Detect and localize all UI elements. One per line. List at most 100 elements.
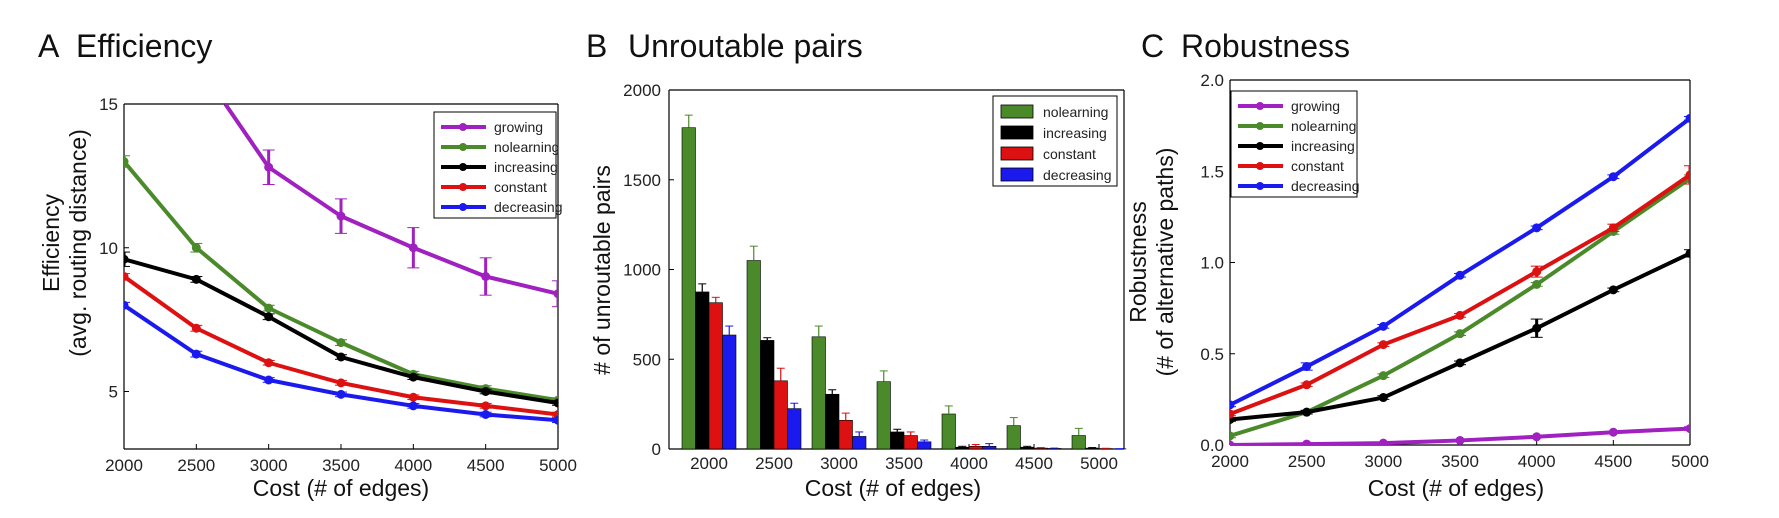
bar-nolearning: [1071, 435, 1086, 450]
series-line-nolearning: [1230, 176, 1690, 438]
data-point-nolearning: [264, 303, 274, 313]
data-point-nolearning: [1230, 431, 1235, 441]
legend-marker-constant: [459, 183, 467, 191]
data-point-growing: [1455, 435, 1465, 445]
y-tick-label: 10: [99, 239, 118, 258]
data-point-constant: [124, 272, 129, 281]
series-line-growing: [223, 104, 558, 296]
data-point-increasing: [191, 274, 201, 284]
x-tick-label: 5000: [1671, 452, 1709, 471]
bar-nolearning: [811, 336, 826, 450]
data-point-increasing: [408, 372, 418, 382]
data-point-growing: [264, 162, 274, 172]
x-tick-label: 4000: [950, 454, 988, 473]
data-point-growing: [1230, 440, 1235, 445]
bar-increasing: [760, 340, 775, 450]
panel-a-efficiency: A Efficiency 2000 2500 3000 3500 4000 4500 500…: [38, 28, 577, 501]
panel-a-ylabel-line2: (avg. routing distance): [65, 129, 91, 357]
bar-decreasing: [852, 436, 867, 450]
data-point-growing: [481, 272, 491, 281]
data-point-constant: [1230, 409, 1235, 419]
legend-label-constant: constant: [1043, 146, 1096, 162]
x-tick-label: 4500: [467, 456, 505, 475]
data-point-constant: [481, 401, 491, 411]
data-point-decreasing: [336, 389, 346, 399]
x-tick-label: 3500: [885, 454, 923, 473]
bar-constant: [903, 435, 918, 450]
bar-nolearning: [876, 381, 891, 450]
panel-a-legend: growing nolearning increasing constant decre…: [433, 111, 563, 219]
panel-c-title: Robustness: [1181, 28, 1350, 64]
x-tick-label: 2000: [105, 456, 143, 475]
data-point-decreasing: [481, 410, 491, 419]
legend-swatch-constant: [1000, 146, 1034, 161]
y-tick-label: 2.0: [1200, 71, 1224, 90]
bar-constant: [968, 446, 983, 450]
legend-swatch-decreasing: [1000, 167, 1034, 182]
bar-increasing: [825, 393, 840, 450]
bar-increasing: [1020, 446, 1035, 450]
y-tick-label: 15: [99, 95, 118, 114]
panel-c-axes: 2000 2500 3000 3500 4000 4500 5000 0.0 0.5 1.0 1.5…: [1200, 71, 1709, 471]
bar-increasing: [890, 431, 905, 450]
x-tick-label: 4500: [1015, 454, 1053, 473]
legend-label-increasing: increasing: [494, 159, 558, 175]
panel-a-ylabel-line1: Efficiency: [38, 193, 64, 292]
y-tick-label: 500: [633, 350, 661, 369]
bar-decreasing: [722, 334, 737, 450]
y-tick-label: 0: [652, 440, 661, 459]
legend-label-nolearning: nolearning: [494, 139, 559, 155]
data-point-decreasing: [1455, 270, 1465, 280]
y-tick-label: 1000: [623, 261, 661, 280]
y-tick-label: 0.0: [1200, 436, 1224, 455]
data-point-constant: [1378, 340, 1388, 350]
panel-b-letter: B: [586, 28, 607, 64]
legend-label-constant: constant: [1291, 158, 1344, 174]
panel-a-xlabel: Cost (# of edges): [253, 475, 429, 501]
panel-c-robustness: C Robustness 2000 2500 3000 3500 4000 4500 500…: [1125, 28, 1709, 501]
legend-label-decreasing: decreasing: [1043, 167, 1112, 183]
x-tick-label: 5000: [1080, 454, 1118, 473]
data-point-decreasing: [1302, 362, 1312, 372]
panel-b-plot: [681, 114, 1127, 450]
data-point-growing: [1608, 427, 1618, 437]
panel-b-xlabel: Cost (# of edges): [805, 475, 981, 501]
panel-c-xlabel: Cost (# of edges): [1368, 475, 1544, 501]
legend-label-constant: constant: [494, 179, 547, 195]
panel-c-ylabel-line2: (# of alternative paths): [1152, 148, 1178, 377]
legend-label-nolearning: nolearning: [1291, 118, 1356, 134]
y-tick-label: 1500: [623, 171, 661, 190]
panel-a-letter: A: [38, 28, 60, 64]
legend-marker-increasing: [1256, 142, 1264, 150]
legend-label-nolearning: nolearning: [1043, 104, 1108, 120]
bar-decreasing: [787, 408, 802, 450]
series-line-constant: [1230, 173, 1690, 416]
bar-increasing: [1085, 447, 1100, 450]
legend-label-increasing: increasing: [1043, 125, 1107, 141]
data-point-decreasing: [553, 415, 558, 425]
data-point-decreasing: [264, 375, 274, 385]
data-point-growing: [553, 289, 558, 299]
data-point-increasing: [553, 398, 558, 408]
plot-area: [1230, 113, 1690, 445]
x-tick-label: 2000: [690, 454, 728, 473]
legend-label-decreasing: decreasing: [1291, 178, 1360, 194]
data-point-growing: [1378, 438, 1388, 445]
panel-c-plot: [1230, 113, 1690, 445]
legend-label-decreasing: decreasing: [494, 199, 563, 215]
y-tick-label: 1.0: [1200, 254, 1224, 273]
x-tick-label: 5000: [539, 456, 577, 475]
legend-label-growing: growing: [1291, 98, 1340, 114]
panel-c-legend: growing nolearning increasing constant decre…: [1230, 90, 1360, 198]
data-point-increasing: [1532, 323, 1542, 333]
x-tick-label: 4500: [1594, 452, 1632, 471]
bar-constant: [1033, 447, 1048, 450]
data-point-increasing: [264, 312, 274, 322]
data-point-nolearning: [124, 157, 129, 166]
legend-label-growing: growing: [494, 119, 543, 135]
legend-marker-nolearning: [1256, 122, 1264, 130]
data-point-constant: [336, 378, 346, 388]
bar-constant: [708, 302, 723, 450]
bar-increasing: [695, 291, 710, 450]
x-tick-label: 3000: [820, 454, 858, 473]
